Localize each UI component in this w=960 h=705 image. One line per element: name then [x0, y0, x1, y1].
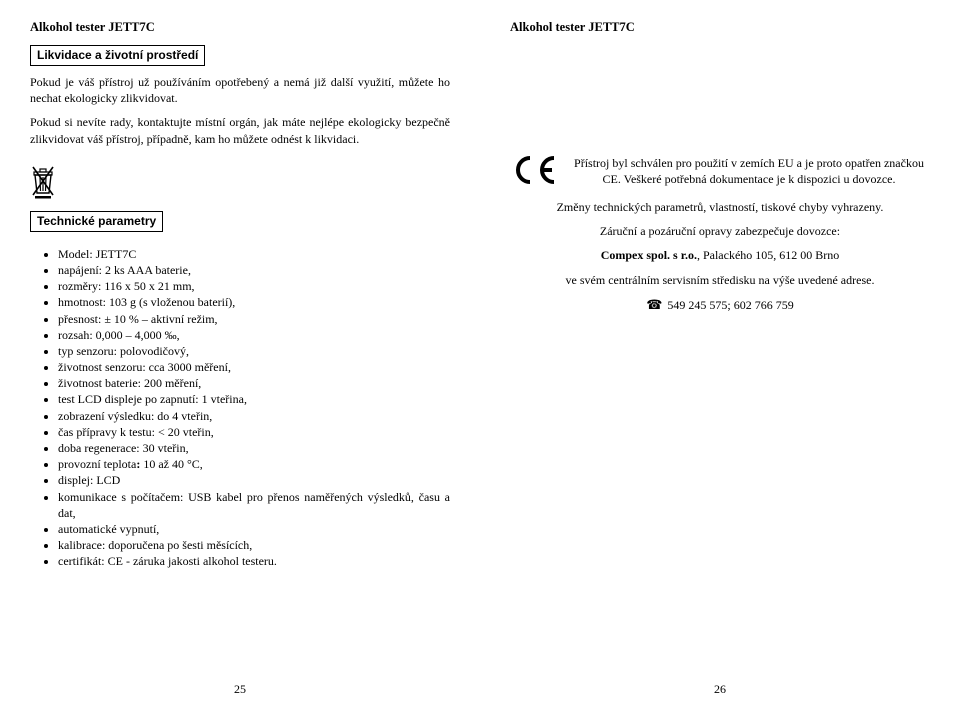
- service-address: , Palackého 105, 612 00 Brno: [697, 248, 839, 262]
- service-line-1: Záruční a pozáruční opravy zabezpečuje d…: [510, 223, 930, 239]
- spec-item: displej: LCD: [58, 472, 450, 488]
- service-line-3: ve svém centrálním servisním středisku n…: [510, 272, 930, 288]
- right-body: Přístroj byl schválen pro použití v zemí…: [510, 155, 930, 313]
- spec-item: rozměry: 116 x 50 x 21 mm,: [58, 278, 450, 294]
- spec-item: napájení: 2 ks AAA baterie,: [58, 262, 450, 278]
- service-line-2: Compex spol. s r.o., Palackého 105, 612 …: [510, 247, 930, 263]
- spec-list: Model: JETT7C napájení: 2 ks AAA baterie…: [30, 246, 450, 570]
- spec-item: automatické vypnutí,: [58, 521, 450, 537]
- left-header: Alkohol tester JETT7C: [30, 20, 450, 35]
- spec-item: hmotnost: 103 g (s vloženou baterií),: [58, 294, 450, 310]
- section-disposal-head: Likvidace a životní prostředí: [30, 45, 205, 66]
- spec-item: životnost senzoru: cca 3000 měření,: [58, 359, 450, 375]
- phone-numbers: 549 245 575; 602 766 759: [667, 298, 793, 312]
- right-page: Alkohol tester JETT7C Přístroj byl schvá…: [480, 0, 960, 705]
- spec-item: životnost baterie: 200 měření,: [58, 375, 450, 391]
- right-header: Alkohol tester JETT7C: [510, 20, 930, 35]
- right-content: Alkohol tester JETT7C Přístroj byl schvá…: [510, 20, 930, 678]
- spec-item: čas přípravy k testu: < 20 vteřin,: [58, 424, 450, 440]
- phone-line: ☎ 549 245 575; 602 766 759: [510, 296, 930, 314]
- section-tech-head: Technické parametry: [30, 211, 163, 232]
- spec-optemp-post: 10 až 40 °C,: [143, 457, 202, 471]
- ce-row: Přístroj byl schválen pro použití v zemí…: [510, 155, 930, 189]
- spec-item: Model: JETT7C: [58, 246, 450, 262]
- phone-icon: ☎: [646, 297, 662, 312]
- weee-bin-icon: [30, 165, 450, 203]
- spec-item: přesnost: ± 10 % – aktivní režim,: [58, 311, 450, 327]
- disposal-para-2: Pokud si nevíte rady, kontaktujte místní…: [30, 114, 450, 146]
- spec-item: doba regenerace: 30 vteřin,: [58, 440, 450, 456]
- service-company: Compex spol. s r.o.: [601, 248, 697, 262]
- spec-item: certifikát: CE - záruka jakosti alkohol …: [58, 553, 450, 569]
- spec-item: rozsah: 0,000 – 4,000 ‰,: [58, 327, 450, 343]
- disposal-para-1: Pokud je váš přístroj už používáním opot…: [30, 74, 450, 106]
- ce-text: Přístroj byl schválen pro použití v zemí…: [568, 155, 930, 187]
- spec-item: provozní teplota: 10 až 40 °C,: [58, 456, 450, 472]
- left-page: Alkohol tester JETT7C Likvidace a životn…: [0, 0, 480, 705]
- spec-item: kalibrace: doporučena po šesti měsících,: [58, 537, 450, 553]
- spec-optemp-pre: provozní teplota: [58, 457, 136, 471]
- ce-mark-icon: [510, 155, 558, 189]
- center-block: Změny technických parametrů, vlastností,…: [510, 199, 930, 313]
- right-page-number: 26: [510, 682, 930, 697]
- changes-note: Změny technických parametrů, vlastností,…: [510, 199, 930, 215]
- spec-item: zobrazení výsledku: do 4 vteřin,: [58, 408, 450, 424]
- left-page-number: 25: [30, 682, 450, 697]
- page-wrap: Alkohol tester JETT7C Likvidace a životn…: [0, 0, 960, 705]
- spec-item: test LCD displeje po zapnutí: 1 vteřina,: [58, 391, 450, 407]
- spec-item: typ senzoru: polovodičový,: [58, 343, 450, 359]
- spec-item: komunikace s počítačem: USB kabel pro př…: [58, 489, 450, 521]
- left-content: Alkohol tester JETT7C Likvidace a životn…: [30, 20, 450, 678]
